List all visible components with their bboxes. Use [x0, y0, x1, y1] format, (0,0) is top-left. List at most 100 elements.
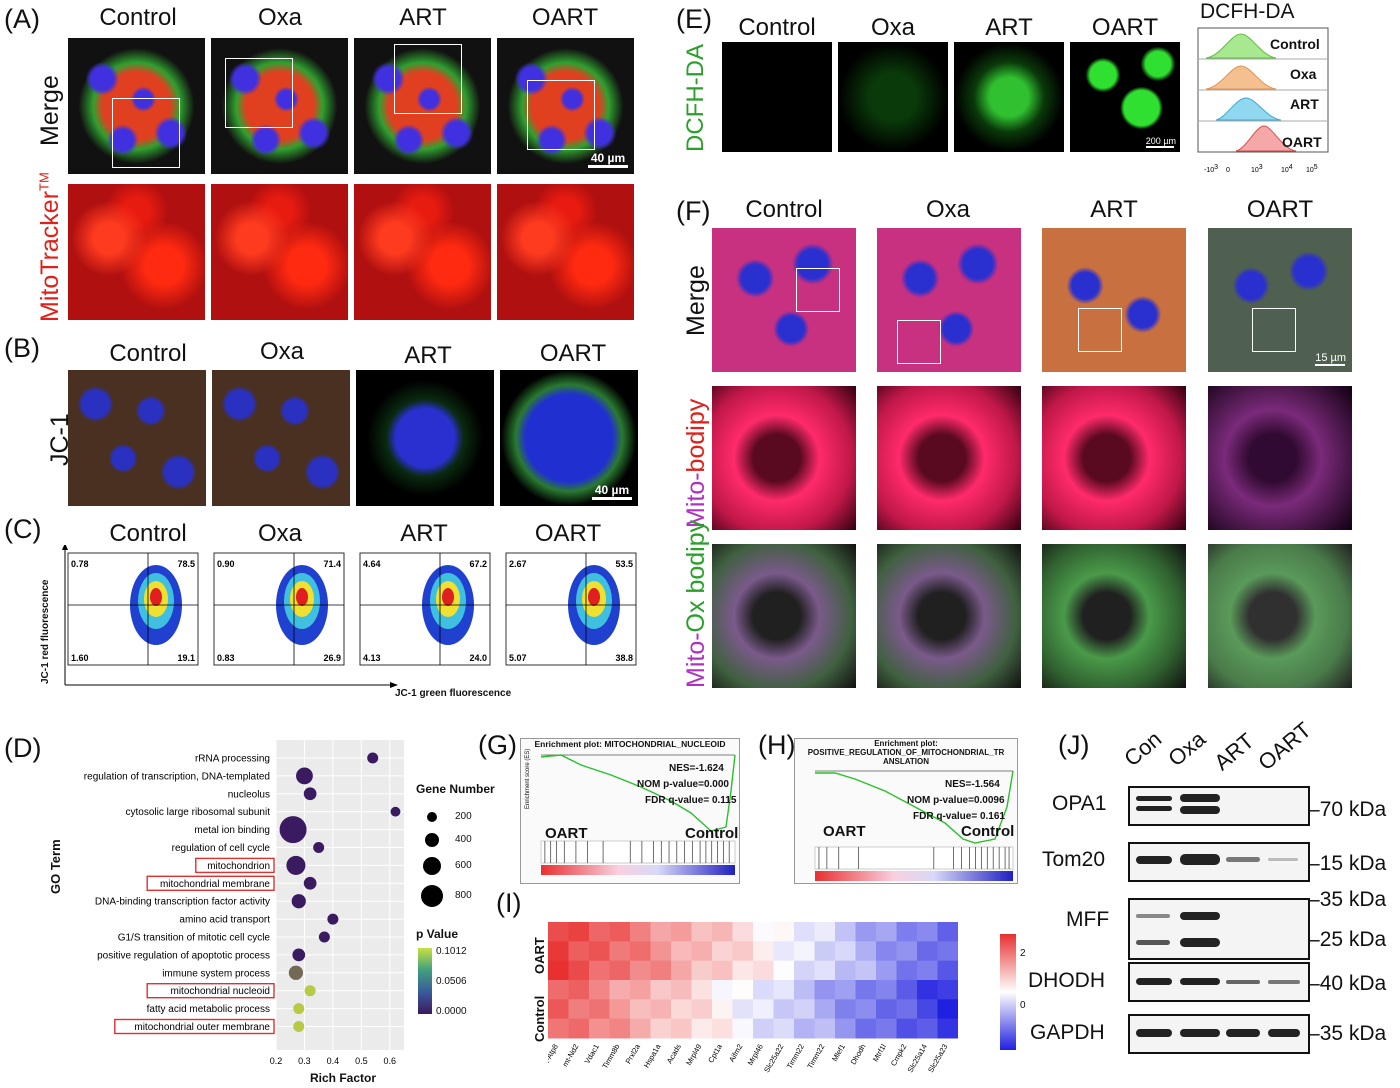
d-bubble: [279, 816, 307, 844]
d-bubble: [292, 948, 306, 962]
d-color-bar: [418, 948, 432, 1014]
heat-cell: [855, 980, 877, 1000]
d-highlight-box: [195, 857, 275, 874]
heat-cell: [712, 922, 733, 942]
panel-label-a: (A): [4, 4, 40, 34]
heat-cell: [732, 922, 754, 942]
heat-cell: [630, 922, 651, 942]
d-bubble: [303, 876, 317, 890]
heat-cell: [568, 1018, 590, 1039]
f-scale-bar: 15 µm: [1315, 352, 1346, 366]
e-col-oart: OART: [1091, 14, 1159, 41]
e-scale-bar: 200 µm: [1145, 136, 1176, 148]
h-right: Control: [961, 823, 1015, 840]
heat-cell: [814, 960, 836, 981]
heat-cell: [712, 999, 733, 1020]
h-fdr: FDR q-value= 0.161: [913, 811, 1005, 822]
heat-cell: [568, 941, 590, 962]
f-red-oxa: [877, 386, 1021, 530]
heat-col-label: Mtrf1l: [871, 1042, 888, 1063]
a-mito-oxa: [211, 184, 348, 320]
d-bubble: [296, 767, 313, 785]
heat-cell: [589, 922, 610, 942]
d-bubble: [303, 787, 317, 801]
g-gsea-plot: Enrichment plot: MITOCHONDRIAL_NUCLEOID …: [520, 738, 740, 884]
panel-label-b: (B): [4, 333, 40, 363]
a-row-mitotracker: MitoTrackerTM: [36, 172, 64, 322]
heat-cell: [671, 960, 692, 981]
heat-cell: [548, 999, 569, 1020]
heat-cell: [876, 980, 897, 1000]
heat-cell: [917, 922, 938, 942]
heat-cell: [835, 941, 856, 962]
heat-col-label: Timm22: [785, 1043, 806, 1071]
heat-cell: [671, 980, 692, 1000]
heat-cell: [917, 960, 938, 981]
f-green-oart: [1208, 544, 1352, 688]
svg-text:104: 104: [1281, 164, 1293, 174]
f-row-mito-bodipy: Mito-bodipy: [682, 398, 710, 528]
g-nom: NOM p-value=0.000: [637, 779, 729, 790]
heat-cell: [753, 999, 774, 1020]
d-go-term: amino acid transport: [179, 915, 270, 926]
j-lane-con: Con: [1119, 726, 1167, 772]
e-hist-title: DCFH-DA: [1200, 0, 1295, 23]
heat-cell: [630, 960, 651, 981]
heat-cell: [835, 922, 856, 942]
a-col-oxa: Oxa: [257, 4, 302, 31]
heat-cell: [712, 1018, 733, 1039]
e-col-art: ART: [985, 14, 1033, 41]
heat-cell: [814, 980, 836, 1000]
d-color-max: 0.1012: [436, 946, 467, 957]
heat-cell: [855, 941, 877, 962]
quadrant-ll: 4.13: [363, 653, 381, 663]
heat-cell: [794, 999, 815, 1020]
f-row-merge: Merge: [682, 265, 710, 336]
f-merge-art: [1042, 228, 1186, 372]
b-col-oxa: Oxa: [259, 338, 304, 365]
heat-cell: [609, 960, 631, 981]
i-row-oart: OART: [532, 937, 547, 974]
heat-cell: [917, 1018, 938, 1039]
heat-cell: [691, 922, 713, 942]
heat-cell: [650, 960, 672, 981]
heat-col-label: mt-Nd2: [560, 1043, 580, 1069]
heat-cell: [732, 941, 754, 962]
j-marker-35a: –35 kDa: [1308, 888, 1387, 911]
d-highlight-box: [146, 875, 275, 892]
heat-col-label: Vdac1: [583, 1043, 601, 1066]
j-marker-25: –25 kDa: [1308, 928, 1387, 951]
heat-cell: [937, 922, 958, 942]
heat-cell: [876, 960, 897, 981]
heat-cell: [732, 1018, 754, 1039]
a-col-art: ART: [399, 4, 447, 31]
heat-cell: [548, 960, 569, 981]
heat-cell: [609, 999, 631, 1020]
d-size-200: 200: [455, 811, 472, 822]
heat-cell: [876, 941, 897, 962]
j-protein-gapdh: GAPDH: [1030, 1021, 1105, 1044]
quadrant-ur: 78.5: [177, 559, 195, 569]
a-merge-oxa: [211, 38, 348, 174]
a-row-merge: Merge: [36, 75, 64, 146]
heat-col-label: mt-Atp8: [548, 1043, 560, 1070]
a-merge-control: [68, 38, 205, 174]
j-marker-40: –40 kDa: [1308, 972, 1387, 995]
d-bubble: [288, 965, 304, 980]
j-blot-opa1: [1128, 786, 1310, 826]
g-es-curve: [540, 754, 736, 875]
j-lane-oxa: Oxa: [1163, 726, 1211, 772]
j-blot-mff: [1128, 898, 1310, 960]
heat-cell: [609, 941, 631, 962]
svg-text:0: 0: [1226, 167, 1230, 174]
b-jc1-control: [68, 370, 206, 506]
flow-density: [150, 588, 162, 606]
e-dcf-oxa: [838, 42, 948, 152]
d-go-term: nucleolus: [228, 789, 270, 800]
f-merge-control: [712, 228, 856, 372]
d-xtick: 0.6: [384, 1056, 397, 1066]
d-size-title: Gene Number: [416, 782, 495, 796]
j-blot-gapdh: [1128, 1014, 1310, 1054]
heat-cell: [773, 922, 795, 942]
d-go-term: fatty acid metabolic process: [147, 1004, 270, 1015]
